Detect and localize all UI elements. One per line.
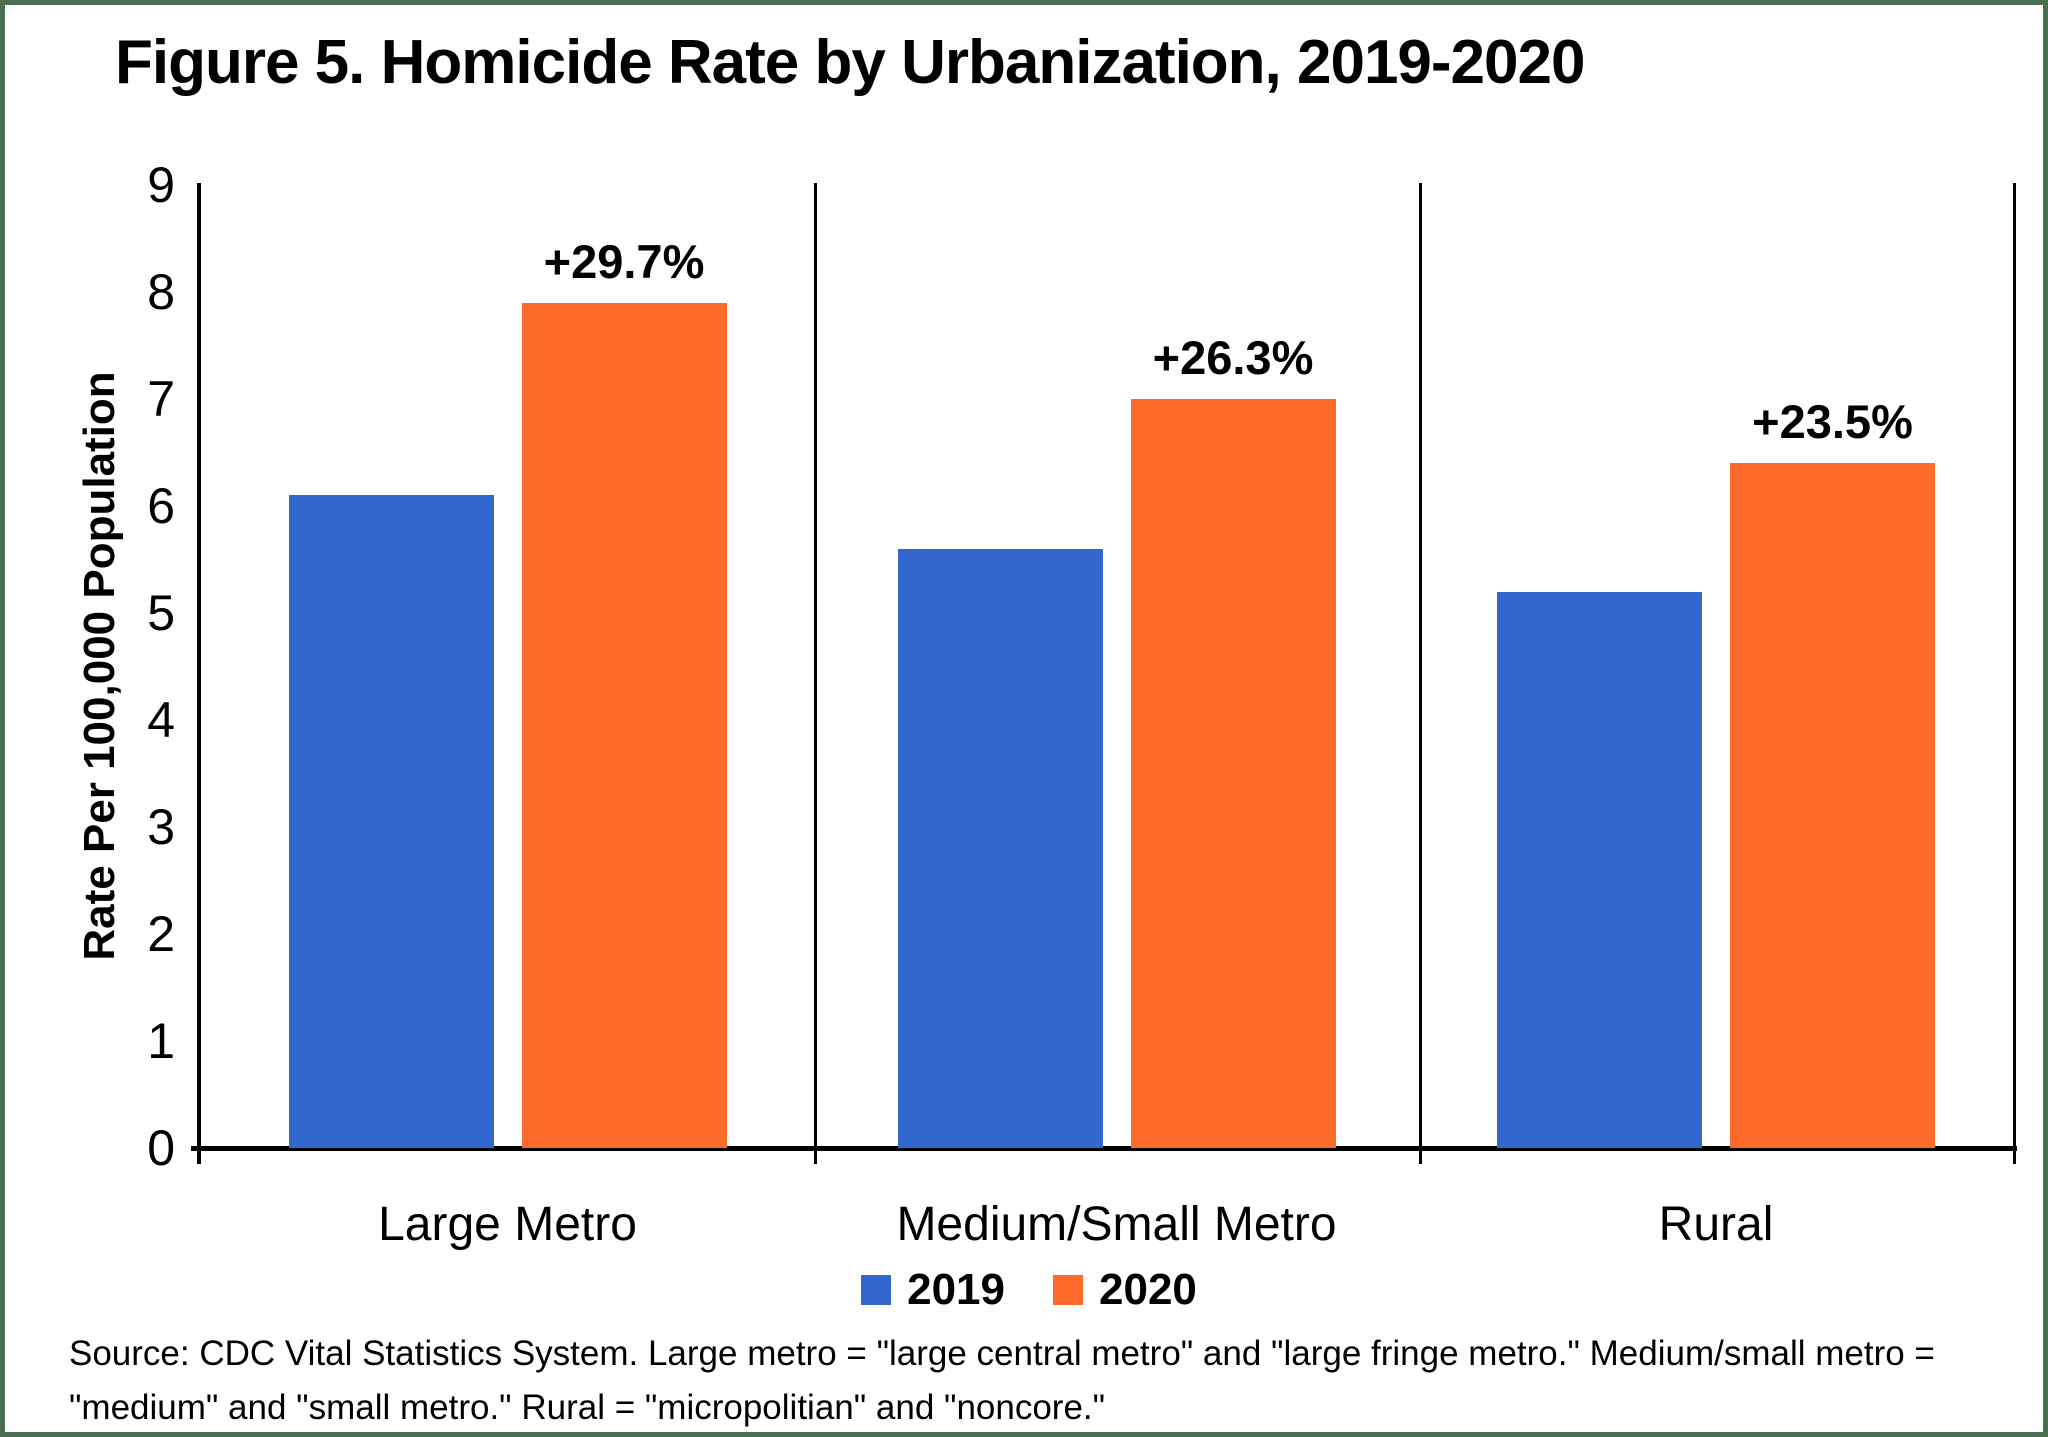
legend-label: 2020 [1099,1265,1197,1314]
y-axis-title: Rate Per 100,000 Population [75,371,124,961]
category-panel: +26.3% [814,185,1419,1148]
pct-change-label: +29.7% [543,234,705,288]
panel-separator-line [814,183,817,1148]
x-axis-tick [1419,1148,1422,1164]
legend-label: 2019 [907,1265,1005,1314]
x-axis-line [191,1146,2017,1151]
source-note: Source: CDC Vital Statistics System. Lar… [69,1334,1935,1428]
y-axis-line [197,183,201,1164]
category-panel: +23.5% [1419,185,2013,1148]
x-category-label: Medium/Small Metro [896,1198,1337,1251]
panel-separator-line [2013,183,2016,1148]
bar-2020-large-metro: +29.7% [521,235,727,1148]
panel-separator-line [1419,183,1422,1148]
legend-item-2020: 2020 [1053,1265,1197,1315]
chart-title: Figure 5. Homicide Rate by Urbanization,… [115,28,1585,97]
bar-2020-rural: +23.5% [1730,395,1935,1148]
bar-2019-rural [1497,591,1702,1148]
x-category-label: Large Metro [378,1198,637,1251]
bar-2019-large-metro [288,495,494,1148]
pct-change-label: +26.3% [1152,331,1314,384]
category-panel: +29.7% [201,185,814,1148]
bar-2019-medium-small-metro [897,548,1103,1148]
legend: 2019 2020 [5,1265,2043,1315]
legend-swatch-icon [861,1275,892,1305]
x-axis-tick [2013,1148,2016,1164]
legend-item-2019: 2019 [861,1265,1005,1315]
x-axis-tick [814,1148,817,1164]
bar-2020-medium-small-metro: +26.3% [1130,331,1336,1148]
legend-swatch-icon [1053,1275,1083,1305]
x-category-label: Rural [1658,1198,1774,1251]
pct-change-label: +23.5% [1752,395,1913,449]
